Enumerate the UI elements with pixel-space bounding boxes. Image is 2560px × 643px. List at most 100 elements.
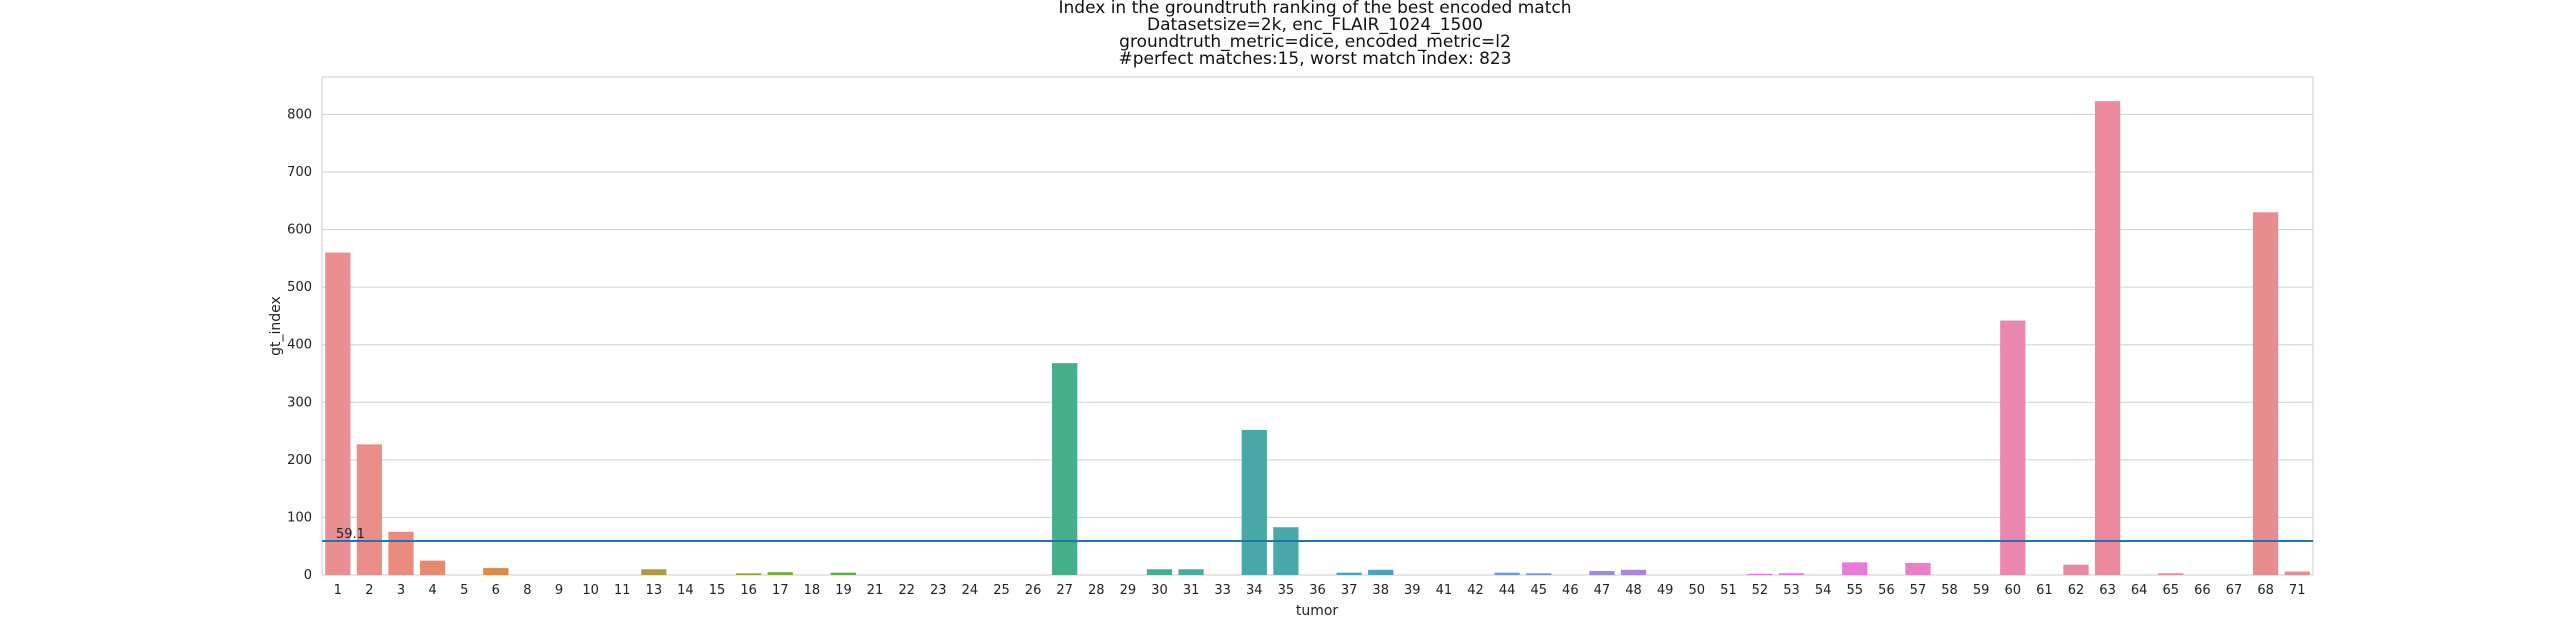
mean-line-label: 59.1 — [336, 527, 365, 542]
bar-tumor-68 — [2252, 212, 2279, 575]
x-tick-label-50: 50 — [1688, 583, 1705, 598]
x-tick-label-11: 11 — [614, 583, 631, 598]
bar-tumor-3 — [388, 531, 414, 575]
x-tick-label-54: 54 — [1815, 583, 1832, 598]
x-tick-label-39: 39 — [1404, 583, 1421, 598]
bar-tumor-27 — [1052, 363, 1078, 575]
x-tick-label-38: 38 — [1372, 583, 1389, 598]
bar-tumor-47 — [1589, 570, 1615, 575]
bar-tumor-13 — [641, 569, 667, 575]
x-tick-label-53: 53 — [1783, 583, 1800, 598]
chart-title: Index in the groundtruth ranking of the … — [0, 0, 2560, 68]
x-tick-label-30: 30 — [1151, 583, 1168, 598]
x-tick-label-63: 63 — [2099, 583, 2116, 598]
x-tick-label-37: 37 — [1341, 583, 1358, 598]
y-tick-label-700: 700 — [287, 165, 312, 180]
x-tick-label-45: 45 — [1530, 583, 1547, 598]
x-tick-label-56: 56 — [1878, 583, 1895, 598]
bar-tumor-37 — [1336, 572, 1362, 575]
bar-tumor-60 — [2000, 320, 2026, 575]
x-tick-label-5: 5 — [460, 583, 468, 598]
chart-title-line-4: #perfect matches:15, worst match index: … — [1118, 49, 1512, 69]
bar-tumor-17 — [767, 572, 793, 575]
x-tick-label-55: 55 — [1846, 583, 1863, 598]
bar-tumor-6 — [483, 568, 509, 575]
x-tick-label-61: 61 — [2036, 583, 2053, 598]
x-tick-label-28: 28 — [1088, 583, 1105, 598]
chart-title-line-1: Index in the groundtruth ranking of the … — [1058, 0, 1572, 18]
mean-line-group: 59.1 — [322, 527, 2313, 542]
bar-tumor-1 — [325, 252, 351, 575]
bars — [325, 101, 2310, 575]
chart-title-line-3: groundtruth_metric=dice, encoded_metric=… — [1119, 32, 1511, 52]
bar-tumor-35 — [1273, 527, 1299, 575]
x-tick-label-8: 8 — [523, 583, 531, 598]
y-tick-label-600: 600 — [287, 223, 312, 238]
x-tick-label-44: 44 — [1499, 583, 1516, 598]
bar-tumor-44 — [1494, 572, 1520, 575]
x-tick-label-1: 1 — [334, 583, 342, 598]
bar-tumor-34 — [1241, 429, 1267, 575]
x-tick-label-52: 52 — [1752, 583, 1769, 598]
x-tick-label-25: 25 — [993, 583, 1010, 598]
y-tick-label-400: 400 — [287, 338, 312, 353]
x-tick-label-64: 64 — [2131, 583, 2148, 598]
x-tick-label-22: 22 — [898, 583, 915, 598]
y-tick-label-800: 800 — [287, 107, 312, 122]
x-tick-label-24: 24 — [962, 583, 979, 598]
y-axis-label: gt_index — [268, 296, 284, 356]
x-tick-label-36: 36 — [1309, 583, 1326, 598]
x-tick-label-41: 41 — [1436, 583, 1453, 598]
bar-tumor-16 — [736, 573, 762, 575]
x-tick-label-67: 67 — [2226, 583, 2243, 598]
bar-tumor-55 — [1842, 562, 1868, 575]
x-tick-label-26: 26 — [1025, 583, 1042, 598]
bar-tumor-63 — [2094, 101, 2121, 575]
bar-tumor-4 — [419, 560, 446, 575]
x-tick-label-47: 47 — [1594, 583, 1611, 598]
x-tick-label-16: 16 — [740, 583, 757, 598]
x-tick-label-17: 17 — [772, 583, 789, 598]
x-tick-label-51: 51 — [1720, 583, 1737, 598]
bar-tumor-48 — [1620, 569, 1647, 575]
x-tick-label-23: 23 — [930, 583, 947, 598]
x-tick-label-18: 18 — [804, 583, 821, 598]
x-tick-label-71: 71 — [2289, 583, 2306, 598]
x-tick-label-9: 9 — [555, 583, 563, 598]
bar-tumor-2 — [356, 444, 383, 575]
x-tick-label-2: 2 — [365, 583, 373, 598]
x-tick-label-42: 42 — [1467, 583, 1484, 598]
bar-tumor-57 — [1905, 562, 1931, 575]
x-tick-label-33: 33 — [1214, 583, 1231, 598]
bar-tumor-71 — [2284, 571, 2310, 575]
x-tick-label-48: 48 — [1625, 583, 1642, 598]
y-tick-label-300: 300 — [287, 395, 312, 410]
x-tick-label-34: 34 — [1246, 583, 1263, 598]
bar-tumor-19 — [830, 572, 857, 575]
bar-tumor-45 — [1526, 573, 1552, 575]
y-tick-label-500: 500 — [287, 280, 312, 295]
x-tick-label-29: 29 — [1120, 583, 1137, 598]
x-tick-label-31: 31 — [1183, 583, 1200, 598]
x-tick-label-27: 27 — [1056, 583, 1073, 598]
gridlines — [322, 113, 2313, 518]
x-tick-label-57: 57 — [1910, 583, 1927, 598]
plot-area — [321, 76, 2314, 576]
x-tick-label-19: 19 — [835, 583, 852, 598]
x-tick-label-65: 65 — [2163, 583, 2180, 598]
bar-tumor-31 — [1178, 569, 1204, 575]
chart-title-line-2: Datasetsize=2k, enc_FLAIR_1024_1500 — [1147, 15, 1483, 35]
bar-tumor-52 — [1747, 573, 1773, 575]
x-tick-label-21: 21 — [867, 583, 884, 598]
x-tick-label-35: 35 — [1278, 583, 1295, 598]
x-tick-label-10: 10 — [582, 583, 599, 598]
x-tick-label-62: 62 — [2068, 583, 2085, 598]
x-axis-ticks: 1 2 3 4 5 6 8 9 10 11 13 14 15 16 17 18 19 21 22 23 24 25 26 27… — [334, 583, 2306, 598]
bar-tumor-53 — [1778, 573, 1805, 575]
bar-tumor-62 — [2063, 564, 2089, 575]
x-tick-label-14: 14 — [677, 583, 694, 598]
x-axis-label: tumor — [1296, 603, 1339, 619]
x-tick-label-3: 3 — [397, 583, 405, 598]
bar-tumor-30 — [1146, 569, 1173, 575]
